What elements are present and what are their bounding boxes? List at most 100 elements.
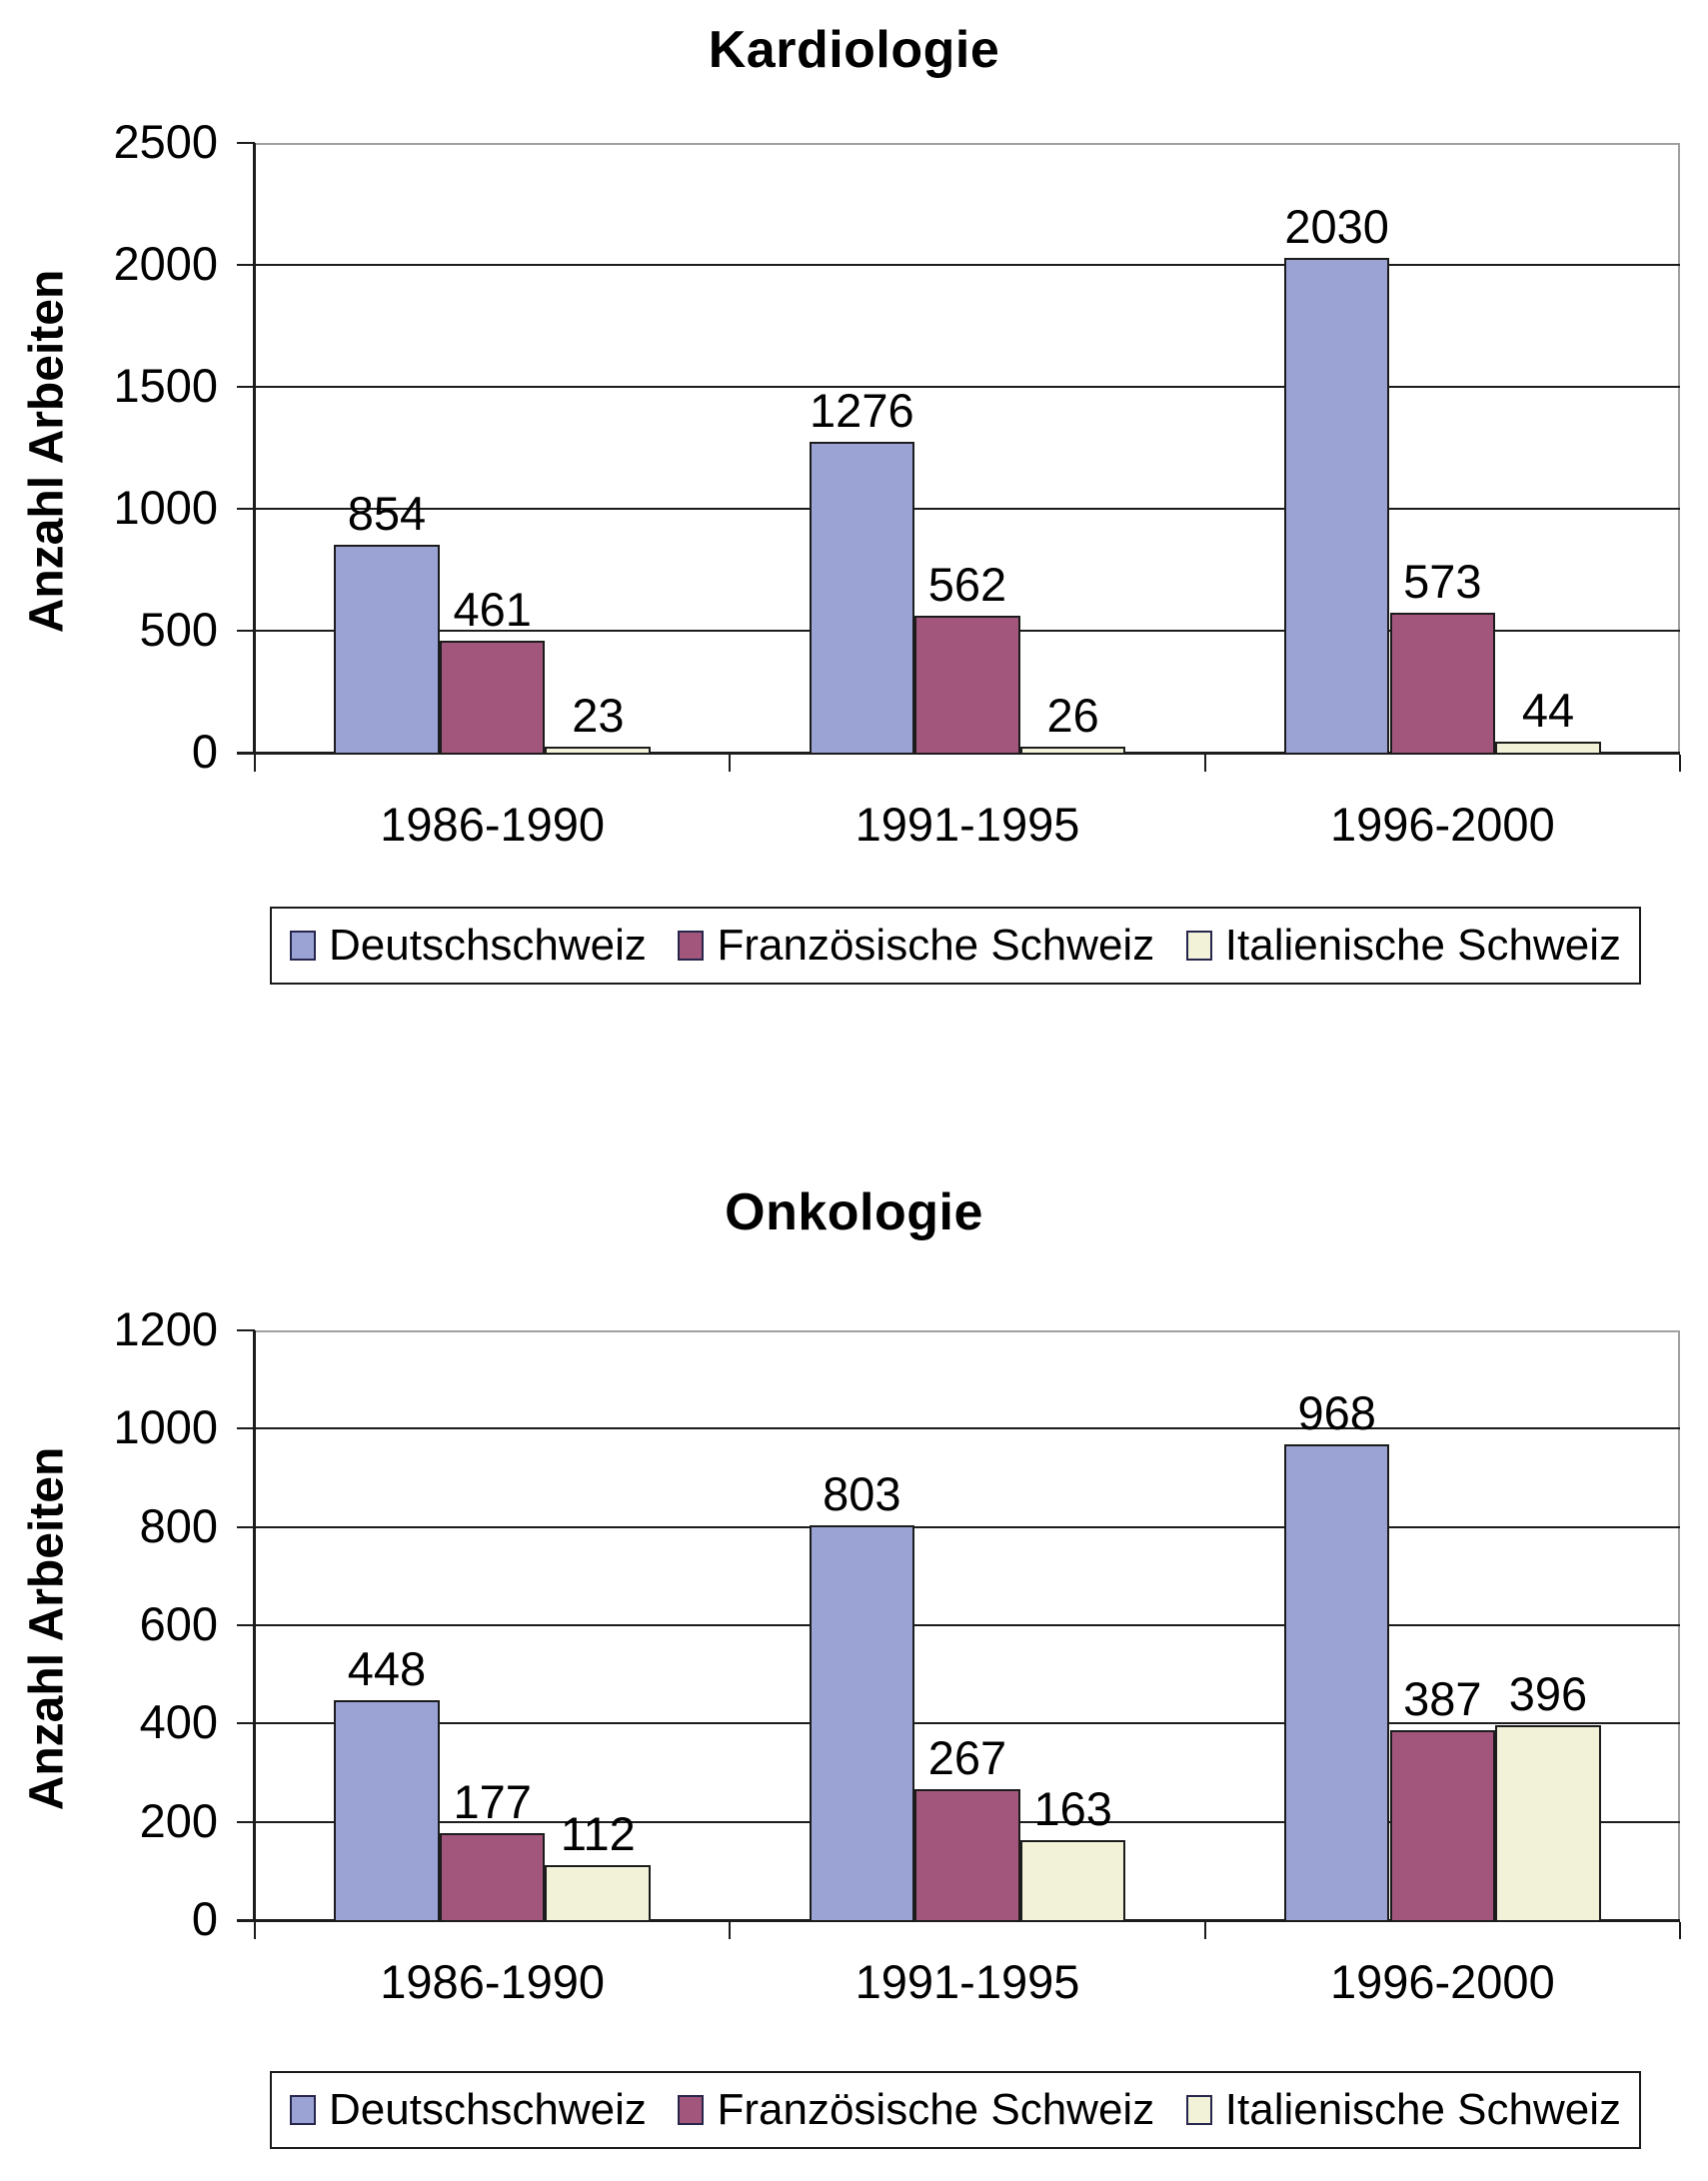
y-tick-label: 200 xyxy=(139,1793,218,1847)
legend-item: Deutschschweiz xyxy=(290,921,647,971)
bar-value-label: 803 xyxy=(823,1467,901,1521)
legend-swatch-icon xyxy=(678,931,705,961)
bar-value-label: 1276 xyxy=(810,383,914,437)
y-tick-mark xyxy=(237,1820,255,1823)
chart-title-kardiologie: Kardiologie xyxy=(708,21,1000,79)
y-tick-label: 1000 xyxy=(113,481,218,534)
bar xyxy=(1283,257,1390,753)
y-gridline xyxy=(255,1722,1680,1725)
x-axis-line xyxy=(237,752,1680,755)
legend-item: Französische Schweiz xyxy=(678,2085,1154,2135)
y-tick-label: 400 xyxy=(139,1695,218,1749)
bar xyxy=(1019,1839,1126,1920)
bar xyxy=(809,441,915,753)
x-tick-mark xyxy=(729,755,732,772)
y-tick-label: 0 xyxy=(191,1892,218,1945)
y-gridline xyxy=(255,1525,1680,1528)
legend-label: Deutschschweiz xyxy=(329,2085,647,2134)
bar xyxy=(545,747,652,753)
y-axis-line xyxy=(253,143,256,755)
bar xyxy=(1283,1444,1390,1920)
bar-value-label: 968 xyxy=(1297,1386,1376,1440)
chart-title-onkologie: Onkologie xyxy=(725,1183,983,1241)
x-axis-line xyxy=(237,1919,1680,1922)
legend-item: Deutschschweiz xyxy=(290,2085,647,2135)
bar-value-label: 26 xyxy=(1046,688,1099,742)
legend-label: Italienische Schweiz xyxy=(1224,921,1621,970)
x-tick-mark xyxy=(1679,755,1681,772)
plot-border xyxy=(255,143,1680,753)
y-tick-label: 500 xyxy=(139,603,218,656)
bar xyxy=(1495,742,1601,753)
x-tick-mark xyxy=(1203,755,1206,772)
legend-swatch-icon xyxy=(1185,2095,1212,2125)
bar-value-label: 23 xyxy=(572,689,625,743)
x-category-label: 1986-1990 xyxy=(380,798,606,851)
y-tick-mark xyxy=(237,1329,255,1331)
y-tick-mark xyxy=(237,1624,255,1626)
y-tick-mark xyxy=(237,142,255,144)
legend: Deutschschweiz Französische Schweiz Italie… xyxy=(270,2071,1641,2149)
legend-item: Italienische Schweiz xyxy=(1185,2085,1621,2135)
bar xyxy=(914,615,1020,753)
y-gridline xyxy=(255,1624,1680,1626)
y-tick-mark xyxy=(237,264,255,266)
legend-item: Italienische Schweiz xyxy=(1185,921,1621,971)
x-tick-mark xyxy=(1203,1922,1206,1939)
y-tick-label: 1500 xyxy=(113,359,218,412)
bar-value-label: 854 xyxy=(347,486,427,540)
y-tick-label: 0 xyxy=(191,725,218,778)
y-tick-mark xyxy=(237,1427,255,1430)
legend-label: Deutschschweiz xyxy=(329,921,647,970)
bar-value-label: 44 xyxy=(1521,684,1575,738)
legend-swatch-icon xyxy=(678,2095,705,2125)
bar xyxy=(1495,1725,1601,1920)
legend-swatch-icon xyxy=(1185,931,1212,961)
bar xyxy=(439,1832,546,1920)
x-tick-mark xyxy=(1679,1922,1681,1939)
bar-value-label: 267 xyxy=(927,1730,1007,1784)
y-tick-label: 600 xyxy=(139,1597,218,1650)
bar xyxy=(1019,746,1126,753)
bar-value-label: 163 xyxy=(1033,1781,1112,1835)
bar-value-label: 562 xyxy=(927,557,1007,611)
y-tick-mark xyxy=(237,1525,255,1528)
y-gridline xyxy=(255,264,1680,266)
y-tick-label: 2000 xyxy=(113,237,218,290)
x-tick-mark xyxy=(254,1922,256,1939)
y-gridline xyxy=(255,1427,1680,1430)
y-tick-mark xyxy=(237,508,255,510)
x-tick-mark xyxy=(254,755,256,772)
legend-swatch-icon xyxy=(290,2095,316,2125)
bar xyxy=(1389,613,1496,753)
bar xyxy=(334,544,440,753)
y-tick-label: 1200 xyxy=(113,1302,218,1355)
legend-item: Französische Schweiz xyxy=(678,921,1154,971)
y-tick-label: 1000 xyxy=(113,1400,218,1454)
bar-value-label: 448 xyxy=(347,1641,427,1695)
y-tick-label: 800 xyxy=(139,1498,218,1552)
y-tick-mark xyxy=(237,386,255,388)
bar-value-label: 112 xyxy=(560,1806,636,1860)
y-tick-mark xyxy=(237,630,255,632)
bar xyxy=(1389,1729,1496,1920)
y-tick-mark xyxy=(237,1722,255,1725)
x-category-label: 1991-1995 xyxy=(854,798,1080,851)
x-tick-mark xyxy=(729,1922,732,1939)
legend: Deutschschweiz Französische Schweiz Italie… xyxy=(270,907,1641,985)
bar xyxy=(914,1788,1020,1920)
legend-label: Französische Schweiz xyxy=(717,2085,1155,2134)
legend-swatch-icon xyxy=(290,931,316,961)
x-category-label: 1991-1995 xyxy=(854,1955,1080,2008)
x-category-label: 1996-2000 xyxy=(1329,1955,1555,2008)
bar-value-label: 573 xyxy=(1403,555,1482,609)
y-axis-line xyxy=(253,1330,256,1922)
bar xyxy=(809,1525,915,1920)
bar-value-label: 396 xyxy=(1508,1667,1588,1721)
bar-value-label: 177 xyxy=(453,1774,532,1828)
y-gridline xyxy=(255,386,1680,388)
bar-value-label: 461 xyxy=(453,582,532,636)
bar xyxy=(545,1864,652,1920)
bar-value-label: 387 xyxy=(1403,1671,1482,1725)
